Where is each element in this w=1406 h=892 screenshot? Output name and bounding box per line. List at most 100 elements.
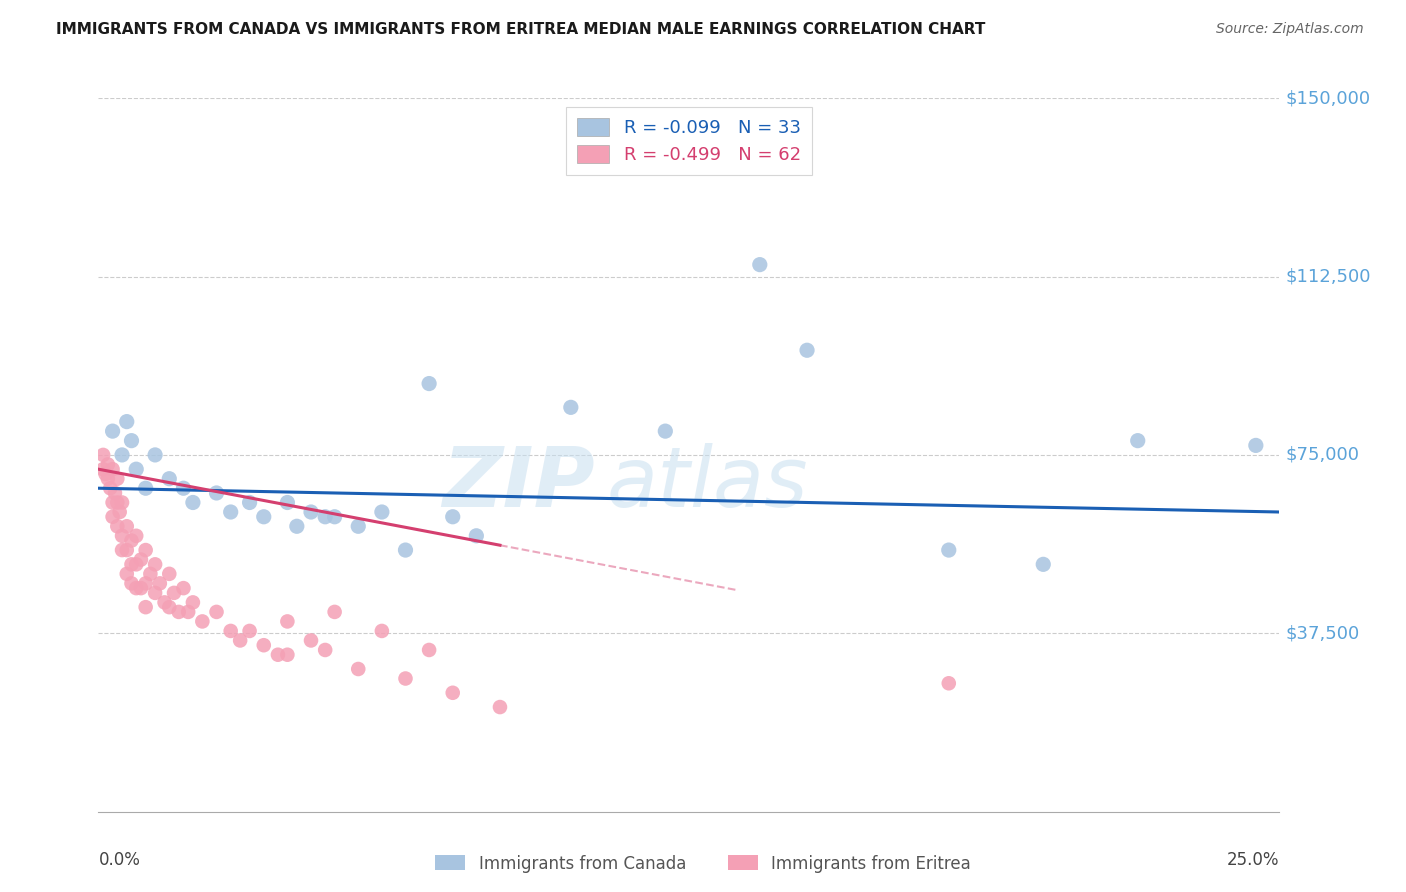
Point [115, 543, 138, 558]
Point [1126, 434, 1149, 448]
Point [143, 558, 166, 572]
Point [191, 615, 214, 629]
Point [108, 505, 131, 519]
Point [129, 552, 152, 566]
Text: 25.0%: 25.0% [1227, 851, 1279, 869]
Point [489, 700, 512, 714]
Point [98, 481, 121, 495]
Point [371, 505, 394, 519]
Point [135, 481, 157, 495]
Point [441, 686, 464, 700]
Point [181, 495, 204, 509]
Point [115, 519, 138, 533]
Point [299, 633, 322, 648]
Point [285, 519, 308, 533]
Point [347, 519, 370, 533]
Point [938, 543, 960, 558]
Point [323, 509, 346, 524]
Point [172, 581, 194, 595]
Point [219, 505, 242, 519]
Point [276, 648, 298, 662]
Point [418, 376, 440, 391]
Point [1032, 558, 1054, 572]
Point [253, 509, 276, 524]
Point [323, 605, 346, 619]
Point [121, 533, 143, 548]
Legend: Immigrants from Canada, Immigrants from Eritrea: Immigrants from Canada, Immigrants from … [429, 848, 977, 880]
Text: Source: ZipAtlas.com: Source: ZipAtlas.com [1216, 22, 1364, 37]
Point [101, 462, 124, 476]
Point [91, 462, 114, 476]
Point [111, 529, 134, 543]
Point [149, 576, 172, 591]
Point [465, 529, 488, 543]
Point [441, 509, 464, 524]
Point [121, 576, 143, 591]
Point [125, 558, 148, 572]
Point [229, 633, 252, 648]
Point [143, 586, 166, 600]
Point [219, 624, 242, 638]
Point [796, 343, 818, 358]
Point [267, 648, 290, 662]
Point [172, 481, 194, 495]
Text: IMMIGRANTS FROM CANADA VS IMMIGRANTS FROM ERITREA MEDIAN MALE EARNINGS CORRELATI: IMMIGRANTS FROM CANADA VS IMMIGRANTS FRO… [56, 22, 986, 37]
Point [239, 495, 262, 509]
Point [205, 605, 228, 619]
Point [105, 495, 128, 509]
Point [105, 472, 128, 486]
Point [125, 581, 148, 595]
Point [101, 495, 124, 509]
Text: $150,000: $150,000 [1285, 89, 1371, 107]
Point [129, 581, 152, 595]
Point [394, 672, 416, 686]
Point [167, 605, 190, 619]
Point [125, 462, 148, 476]
Point [276, 615, 298, 629]
Point [121, 434, 143, 448]
Point [97, 458, 120, 472]
Text: ZIP: ZIP [441, 443, 595, 524]
Point [105, 519, 128, 533]
Point [111, 495, 134, 509]
Point [115, 415, 138, 429]
Point [371, 624, 394, 638]
Text: atlas: atlas [606, 443, 808, 524]
Point [135, 576, 157, 591]
Point [101, 509, 124, 524]
Point [157, 472, 180, 486]
Point [157, 600, 180, 615]
Point [1244, 438, 1267, 452]
Point [125, 529, 148, 543]
Point [299, 505, 322, 519]
Point [91, 448, 114, 462]
Point [418, 643, 440, 657]
Point [560, 401, 582, 415]
Point [181, 595, 204, 609]
Point [121, 558, 143, 572]
Point [143, 448, 166, 462]
Point [94, 467, 117, 481]
Point [177, 605, 200, 619]
Point [97, 472, 120, 486]
Point [111, 543, 134, 558]
Point [253, 638, 276, 652]
Point [347, 662, 370, 676]
Point [205, 486, 228, 500]
Text: $112,500: $112,500 [1285, 268, 1371, 285]
Point [938, 676, 960, 690]
Point [135, 543, 157, 558]
Point [139, 566, 162, 581]
Point [115, 566, 138, 581]
Point [654, 424, 676, 438]
Point [394, 543, 416, 558]
Point [239, 624, 262, 638]
Point [748, 258, 770, 272]
Point [153, 595, 176, 609]
Point [157, 566, 180, 581]
Point [163, 586, 186, 600]
Legend: R = -0.099   N = 33, R = -0.499   N = 62: R = -0.099 N = 33, R = -0.499 N = 62 [567, 107, 811, 175]
Point [111, 448, 134, 462]
Text: 0.0%: 0.0% [98, 851, 141, 869]
Text: $37,500: $37,500 [1285, 624, 1360, 642]
